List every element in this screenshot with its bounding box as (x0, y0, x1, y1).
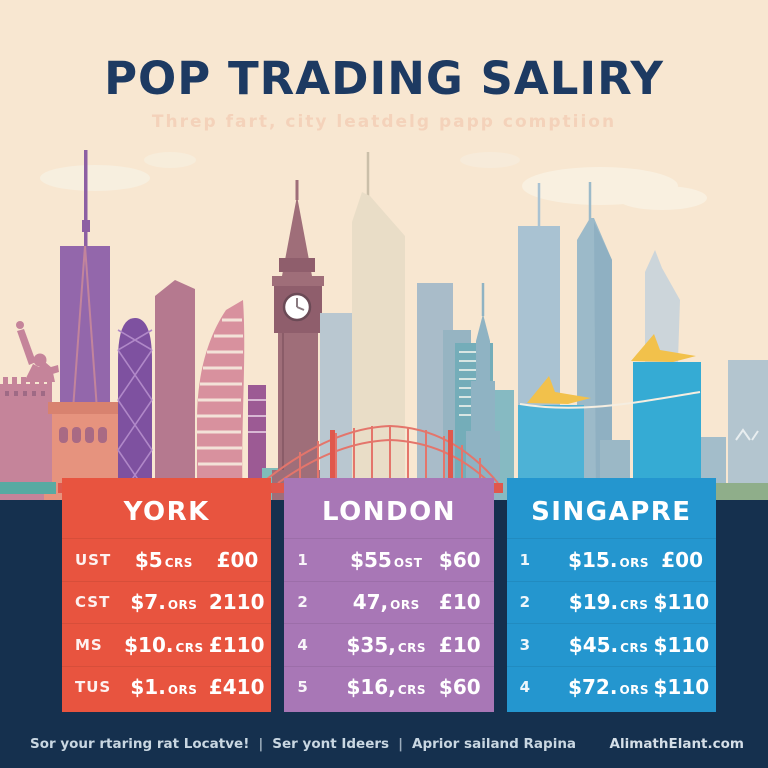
row-label: CST (75, 593, 111, 612)
row-label: 2 (519, 593, 532, 612)
gherkin-tower-icon (117, 318, 153, 505)
row-value: $110 (653, 590, 710, 615)
salary-row: 1 $15. ORS £00 (506, 538, 716, 581)
city-cards: YORK UST $5 CRS £00 CST $7. ORS 2110 MS $1… (62, 478, 716, 712)
row-amount: $16, CRS (346, 675, 427, 700)
header: POP TRADING SALIRY Threp fart, city leat… (0, 0, 768, 132)
row-amount: $1. ORS (130, 675, 198, 700)
salary-table: 1 $55 OST $60 2 47, ORS £10 4 $35, CRS £10 … (284, 538, 494, 712)
salary-row: CST $7. ORS 2110 (62, 580, 272, 624)
row-amount: $45. CRS (568, 632, 649, 657)
city-name: YORK (123, 497, 210, 527)
row-value: £00 (661, 547, 703, 572)
salary-row: UST $5 CRS £00 (62, 538, 272, 581)
salary-row: 4 $72. ORS $110 (506, 665, 716, 709)
row-label: UST (75, 550, 112, 569)
row-amount: $7. ORS (130, 590, 198, 615)
row-amount: $19. CRS (568, 590, 649, 615)
row-value: £410 (208, 675, 265, 700)
row-value: £10 (438, 590, 481, 615)
card-singapore: SINGAPRE 1 $15. ORS £00 2 $19. CRS $110 3 … (506, 478, 716, 712)
footer-item: Sor your rtaring rat Locatve! (30, 736, 250, 752)
card-york: YORK UST $5 CRS £00 CST $7. ORS 2110 MS $1… (62, 478, 272, 712)
row-label: 2 (297, 593, 309, 612)
city-name: LONDON (322, 497, 456, 527)
row-value: $60 (438, 675, 481, 700)
one-world-trade-tower-icon (44, 150, 128, 505)
page-subtitle: Threp fart, city leatdelg papp comptiion (151, 112, 617, 132)
salary-row: 1 $55 OST $60 (284, 538, 494, 581)
row-amount: $10. CRS (124, 632, 204, 657)
card-london: LONDON 1 $55 OST $60 2 47, ORS £10 4 $35, C… (284, 478, 494, 712)
cloud-icons (40, 152, 707, 210)
row-label: 4 (519, 678, 532, 697)
row-amount: $5 CRS (134, 547, 193, 572)
row-value: £00 (216, 547, 259, 572)
skyscraper-icons (518, 182, 768, 505)
salary-row: 5 $16, CRS $60 (284, 665, 494, 709)
salary-table: 1 $15. ORS £00 2 $19. CRS $110 3 $45. CRS $… (506, 538, 716, 712)
row-value: £10 (438, 632, 481, 657)
row-label: MS (75, 635, 103, 654)
page-title: POP TRADING SALIRY (104, 52, 664, 105)
paper-plane-icons (519, 334, 701, 409)
big-ben-icon (272, 180, 324, 505)
footer-tagline: Sor your rtaring rat Locatve! | Ser yont I… (30, 736, 576, 752)
salary-row: 3 $45. CRS $110 (506, 623, 716, 666)
salary-row: 4 $35, CRS £10 (284, 623, 494, 666)
footer-separator: | (258, 736, 264, 752)
row-value: $110 (653, 632, 710, 657)
salary-table: UST $5 CRS £00 CST $7. ORS 2110 MS $10. CRS… (62, 538, 272, 712)
row-label: 3 (519, 635, 532, 654)
salary-row: TUS $1. ORS £410 (62, 665, 272, 709)
suspension-bridge-icon (0, 424, 503, 494)
row-label: 4 (297, 635, 309, 654)
salary-row: MS $10. CRS £110 (62, 623, 272, 666)
row-amount: $35, CRS (346, 632, 427, 657)
city-name: SINGAPRE (531, 497, 692, 527)
row-amount: $15. ORS (568, 547, 650, 572)
row-amount: $72. ORS (568, 675, 650, 700)
row-value: $60 (438, 547, 481, 572)
salary-row: 2 47, ORS £10 (284, 580, 494, 624)
row-amount: $55 OST (350, 547, 423, 572)
footer: Sor your rtaring rat Locatve! | Ser yont I… (30, 736, 744, 752)
skyscraper-icons (320, 152, 514, 505)
row-value: £110 (208, 632, 265, 657)
footer-item: Aprior sailand Rapina (412, 736, 577, 752)
footer-separator: | (398, 736, 404, 752)
row-label: 1 (519, 550, 532, 569)
salary-row: 2 $19. CRS $110 (506, 580, 716, 624)
row-value: 2110 (208, 590, 265, 615)
row-label: 1 (297, 550, 309, 569)
row-label: 5 (297, 678, 309, 697)
row-label: TUS (75, 678, 112, 697)
footer-item: Ser yont Ideers (272, 736, 390, 752)
skyscraper-icons (155, 280, 278, 505)
row-value: $110 (653, 675, 710, 700)
row-amount: 47, ORS (352, 590, 420, 615)
website-url: AlimathElant.com (609, 736, 744, 752)
